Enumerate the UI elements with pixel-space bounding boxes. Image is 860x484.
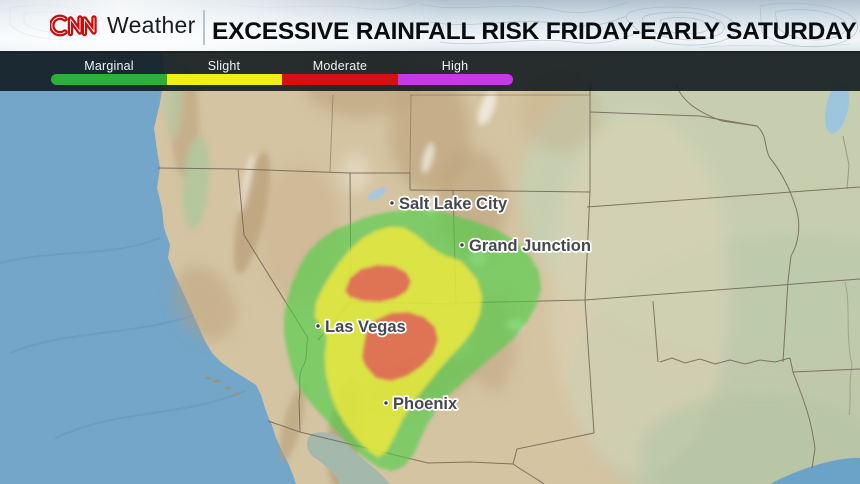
legend-label-slight: Slight [207, 59, 241, 73]
legend-swatch-marginal [51, 74, 167, 85]
city-dot [314, 322, 322, 330]
risk-areas [284, 209, 541, 471]
header-divider [203, 10, 205, 45]
page-title: EXCESSIVE RAINFALL RISK FRIDAY-EARLY SAT… [212, 18, 857, 45]
city-markers: Salt Lake City Grand Junction Las Vegas … [314, 193, 593, 415]
brand-product-label: Weather [107, 12, 196, 38]
legend-label-moderate: Moderate [312, 59, 368, 73]
cnn-logo-icon [50, 14, 97, 37]
legend-color-bar [51, 74, 513, 85]
risk-area-moderate-south [362, 312, 438, 381]
header: Weather EXCESSIVE RAINFALL RISK FRIDAY-E… [0, 0, 860, 53]
gulf-of-mexico [770, 457, 860, 484]
header-glow [0, 0, 860, 51]
relief-map: Salt Lake City Grand Junction Las Vegas … [0, 53, 860, 484]
legend-swatch-high [397, 74, 513, 85]
city-label: Grand Junction [469, 237, 591, 255]
gulf-of-california [306, 432, 390, 484]
city-label: Las Vegas [325, 318, 406, 336]
risk-area-moderate-north [345, 265, 411, 302]
legend-label-high: High [441, 59, 469, 73]
city-dot [458, 241, 466, 249]
city-dot [382, 399, 390, 407]
channel-islands [205, 376, 240, 396]
lake-northeast [824, 82, 850, 134]
risk-legend: Marginal Slight Moderate High [0, 53, 860, 91]
city-label: Phoenix [393, 395, 458, 413]
legend-swatch-slight [166, 74, 282, 85]
legend-swatch-moderate [282, 74, 398, 85]
city-dot [388, 199, 396, 207]
great-salt-lake [367, 187, 387, 201]
city-label: Salt Lake City [399, 195, 508, 213]
legend-label-marginal: Marginal [84, 59, 134, 73]
